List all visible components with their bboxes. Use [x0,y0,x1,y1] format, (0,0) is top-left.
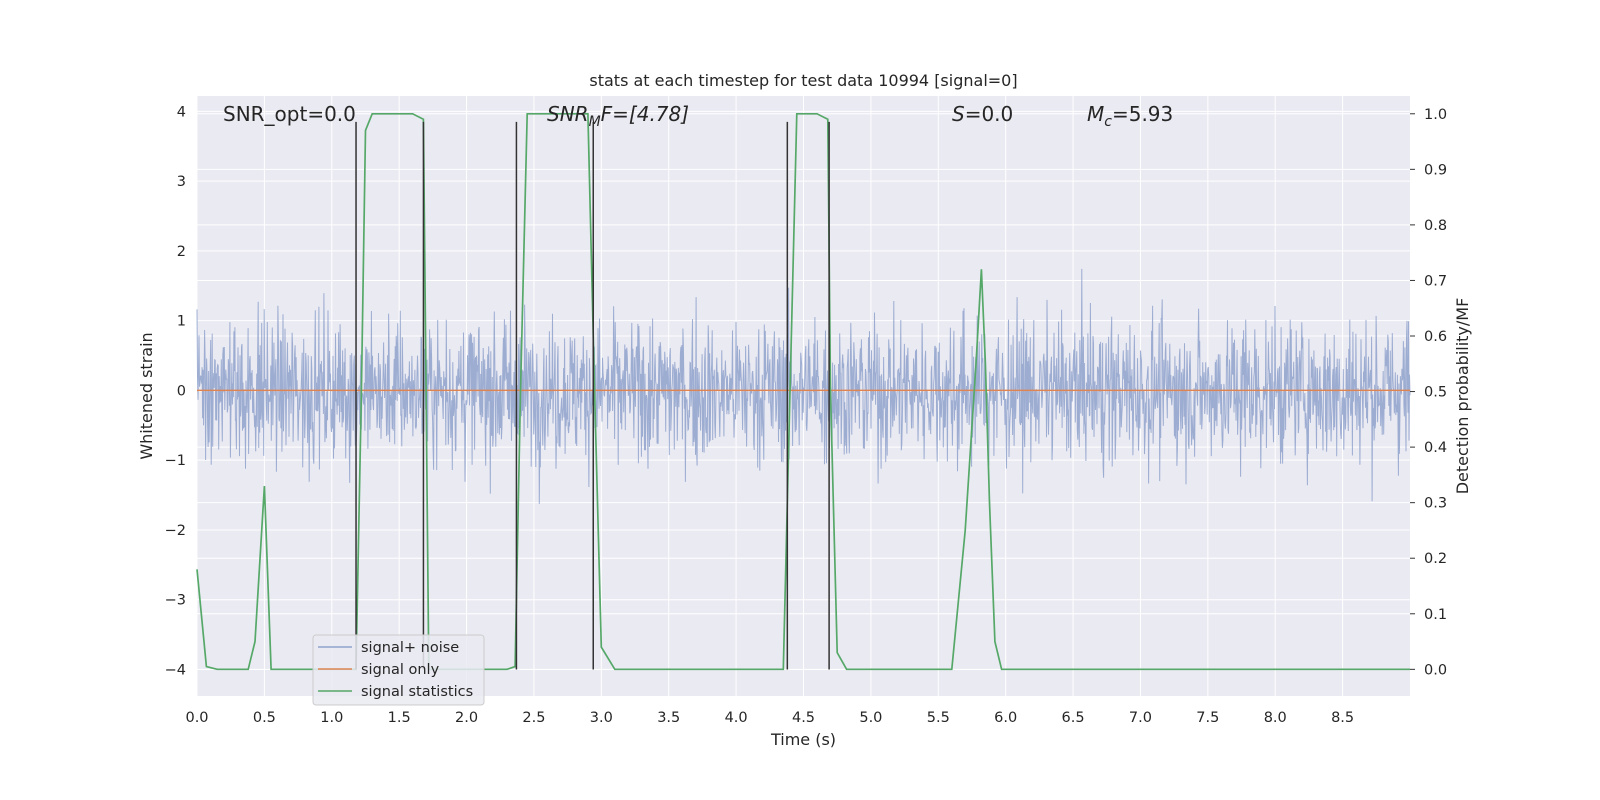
y-tick-label: 3 [177,174,186,190]
x-tick-label: 5.0 [859,710,882,726]
x-tick-label: 2.5 [522,710,545,726]
mc-rest: =5.93 [1112,102,1173,126]
y-tick-label: −4 [165,662,186,678]
snr-mf-subscript: M [589,114,601,130]
x-tick-label: 1.5 [388,710,411,726]
mc-annotation: Mc=5.93 [1087,102,1173,130]
x-tick-label: 8.0 [1264,710,1287,726]
legend-label-signal-noise: signal+ noise [361,640,459,656]
snr-mf-main: SNR [547,102,589,126]
x-tick-label: 7.0 [1129,710,1152,726]
y-right-tick-label: 0.7 [1424,273,1447,289]
x-tick-label: 3.0 [590,710,613,726]
x-tick-label: 7.5 [1196,710,1219,726]
x-tick-label: 6.5 [1062,710,1085,726]
x-tick-label: 0.5 [253,710,276,726]
mc-main: M [1087,102,1104,126]
x-tick-label: 4.5 [792,710,815,726]
s-annotation: S=0.0 [952,102,1013,126]
y-right-tick-label: 0.0 [1424,662,1447,678]
x-tick-label: 6.0 [994,710,1017,726]
legend-label-signal-statistics: signal statistics [361,684,473,700]
legend-box [312,634,485,706]
chart-title: stats at each timestep for test data 109… [589,71,1017,90]
y-right-tick-label: 0.8 [1424,218,1447,234]
x-tick-label: 3.5 [657,710,680,726]
x-tick-label: 1.0 [320,710,343,726]
y-right-tick-label: 0.3 [1424,496,1447,512]
y-axis-label-right: Detection probability/MF [1453,298,1472,495]
snr-opt-annotation: SNR_opt=0.0 [223,102,356,126]
signal-noise-series [196,268,1411,504]
series-signal-noise-line [196,268,1411,504]
snr-mf-rest: F=[4.78] [601,102,689,126]
y-axis-label: Whitened strain [137,332,156,459]
snr-mf-annotation: SNRMF=[4.78] [547,102,689,130]
y-tick-label: 1 [177,314,186,330]
x-tick-label: 8.5 [1331,710,1354,726]
y-right-tick-label: 0.4 [1424,440,1447,456]
s-main: S [952,102,965,126]
x-axis-label: Time (s) [770,730,836,749]
s-rest: =0.0 [965,102,1014,126]
y-right-tick-label: 0.1 [1424,607,1447,623]
y-tick-label: −1 [165,453,186,469]
x-tick-label: 5.5 [927,710,950,726]
x-tick-label: 0.0 [185,710,208,726]
legend-label-signal-only: signal only [361,662,440,678]
y-right-tick-label: 1.0 [1424,107,1447,123]
x-tick-label: 4.0 [725,710,748,726]
y-tick-label: 0 [177,383,186,399]
legend: signal+ noise signal only signal statist… [312,634,485,706]
x-tick-label: 2.0 [455,710,478,726]
y-right-tick-label: 0.5 [1424,385,1447,401]
mc-subscript: c [1104,114,1112,130]
y-right-tick-label: 0.9 [1424,162,1447,178]
vertical-markers [355,121,830,670]
y-tick-label: −3 [165,593,186,609]
y-tick-label: 4 [177,104,186,120]
y-right-tick-label: 0.6 [1424,329,1447,345]
y-right-tick-label: 0.2 [1424,551,1447,567]
tick-labels: 0.0 0.5 1.0 1.5 2.0 2.5 3.0 3.5 4.0 4.5 5.0 5.5 6.0 6… [165,104,1447,726]
y-tick-label: 2 [177,244,186,260]
y-tick-label: −2 [165,523,186,539]
